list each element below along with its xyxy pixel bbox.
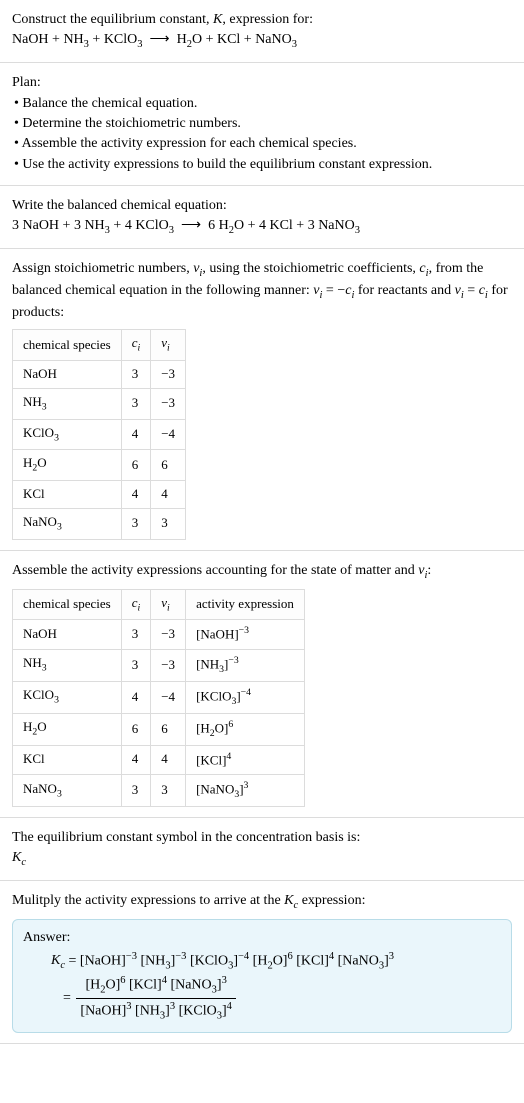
balanced-equation: 3 NaOH + 3 NH3 + 4 KClO3 ⟶ 6 H2O + 4 KCl… (12, 216, 512, 238)
kc-expression-line2: = [H2O]6 [KCl]4 [NaNO3]3 [NaOH]3 [NH3]3 … (63, 973, 501, 1023)
stoich-intro: Assign stoichiometric numbers, νi, using… (12, 259, 512, 323)
table-cell: NaOH (13, 361, 122, 389)
table-cell: 3 (121, 389, 151, 420)
answer-card: Mulitply the activity expressions to arr… (0, 881, 524, 1043)
table-cell: NH3 (13, 389, 122, 420)
frac-denominator: [NaOH]3 [NH3]3 [KClO3]4 (76, 999, 235, 1024)
table-row: KClO34−4 (13, 419, 186, 450)
plan-bullet-3: • Assemble the activity expression for e… (14, 134, 512, 154)
plan-bullet-4: • Use the activity expressions to build … (14, 155, 512, 175)
table-cell: 4 (121, 481, 151, 509)
answer-intro: Mulitply the activity expressions to arr… (12, 891, 512, 913)
table-cell: H2O (13, 713, 122, 745)
table-cell: NH3 (13, 649, 122, 681)
table-cell: −4 (151, 419, 186, 450)
table-row: H2O66[H2O]6 (13, 713, 305, 745)
table-cell: KCl (13, 481, 122, 509)
table-cell: −3 (151, 361, 186, 389)
kc-fraction: [H2O]6 [KCl]4 [NaNO3]3 [NaOH]3 [NH3]3 [K… (76, 973, 235, 1023)
frac-numerator: [H2O]6 [KCl]4 [NaNO3]3 (76, 973, 235, 999)
table-row: NaNO333 (13, 509, 186, 540)
table-cell: 3 (151, 509, 186, 540)
table-cell: −3 (151, 389, 186, 420)
table-row: NaNO333[NaNO3]3 (13, 774, 305, 806)
table-header: activity expression (186, 589, 305, 620)
table-cell: 3 (121, 509, 151, 540)
activity-card: Assemble the activity expressions accoun… (0, 551, 524, 818)
table-cell: H2O (13, 450, 122, 481)
table-cell: −3 (151, 620, 186, 649)
table-cell: 6 (151, 450, 186, 481)
answer-label: Answer: (23, 928, 501, 948)
kc-symbol: Kc (12, 848, 512, 870)
table-header: ci (121, 589, 151, 620)
table-cell: KCl (13, 745, 122, 774)
construct-card: Construct the equilibrium constant, K, e… (0, 0, 524, 63)
table-cell: [KCl]4 (186, 745, 305, 774)
table-cell: 3 (121, 774, 151, 806)
table-cell: 4 (151, 481, 186, 509)
table-cell: [NH3]−3 (186, 649, 305, 681)
table-cell: KClO3 (13, 419, 122, 450)
table-cell: 4 (121, 419, 151, 450)
table-row: KClO34−4[KClO3]−4 (13, 681, 305, 713)
plan-bullet-2: • Determine the stoichiometric numbers. (14, 114, 512, 134)
table-cell: [H2O]6 (186, 713, 305, 745)
construct-line1: Construct the equilibrium constant, K, e… (12, 10, 512, 30)
table-cell: 6 (121, 450, 151, 481)
table-row: KCl44 (13, 481, 186, 509)
balanced-eq-intro: Write the balanced chemical equation: (12, 196, 512, 216)
plan-heading: Plan: (12, 73, 512, 93)
table-cell: 3 (121, 361, 151, 389)
table-cell: 6 (121, 713, 151, 745)
table-row: NaOH3−3[NaOH]−3 (13, 620, 305, 649)
table-row: NH33−3 (13, 389, 186, 420)
activity-table: chemical speciesciνiactivity expression … (12, 589, 305, 807)
kc-symbol-card: The equilibrium constant symbol in the c… (0, 818, 524, 881)
table-cell: 3 (151, 774, 186, 806)
table-cell: −4 (151, 681, 186, 713)
table-cell: 4 (121, 745, 151, 774)
table-cell: NaNO3 (13, 774, 122, 806)
table-header: ci (121, 330, 151, 361)
kc-expression-line1: Kc = [NaOH]−3 [NH3]−3 [KClO3]−4 [H2O]6 [… (51, 949, 501, 974)
table-cell: KClO3 (13, 681, 122, 713)
table-cell: NaNO3 (13, 509, 122, 540)
table-header: chemical species (13, 330, 122, 361)
table-cell: 3 (121, 620, 151, 649)
table-row: KCl44[KCl]4 (13, 745, 305, 774)
table-cell: 3 (121, 649, 151, 681)
table-header: νi (151, 589, 186, 620)
kc-symbol-line1: The equilibrium constant symbol in the c… (12, 828, 512, 848)
stoich-card: Assign stoichiometric numbers, νi, using… (0, 249, 524, 551)
activity-intro: Assemble the activity expressions accoun… (12, 561, 512, 583)
table-cell: 4 (151, 745, 186, 774)
stoich-table: chemical speciesciνi NaOH3−3NH33−3KClO34… (12, 329, 186, 539)
table-cell: 4 (121, 681, 151, 713)
table-header: chemical species (13, 589, 122, 620)
construct-equation: NaOH + NH3 + KClO3 ⟶ H2O + KCl + NaNO3 (12, 30, 512, 52)
table-row: NH33−3[NH3]−3 (13, 649, 305, 681)
table-cell: NaOH (13, 620, 122, 649)
table-cell: 6 (151, 713, 186, 745)
table-row: NaOH3−3 (13, 361, 186, 389)
plan-card: Plan: • Balance the chemical equation. •… (0, 63, 524, 185)
table-cell: [KClO3]−4 (186, 681, 305, 713)
table-cell: [NaOH]−3 (186, 620, 305, 649)
answer-box: Answer: Kc = [NaOH]−3 [NH3]−3 [KClO3]−4 … (12, 919, 512, 1032)
plan-bullet-1: • Balance the chemical equation. (14, 94, 512, 114)
balanced-eq-card: Write the balanced chemical equation: 3 … (0, 186, 524, 249)
table-cell: [NaNO3]3 (186, 774, 305, 806)
table-row: H2O66 (13, 450, 186, 481)
table-header: νi (151, 330, 186, 361)
table-cell: −3 (151, 649, 186, 681)
